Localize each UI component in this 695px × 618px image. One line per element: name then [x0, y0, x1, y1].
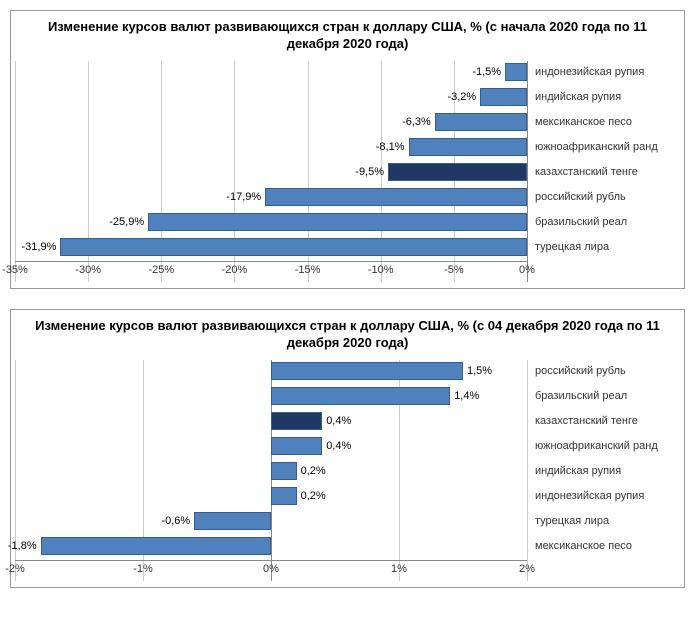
bar-row: 0,2%: [15, 485, 527, 507]
bar: [271, 362, 463, 380]
bar-row: 0,4%: [15, 410, 527, 432]
category-label: российский рубль: [535, 360, 680, 382]
category-label: индийская рупия: [535, 86, 680, 108]
bar: [388, 163, 527, 181]
bar-value-label: -0,6%: [161, 512, 190, 530]
chart-body: 1,5%1,4%0,4%0,4%0,2%0,2%-0,6%-1,8%-2%-1%…: [15, 360, 680, 581]
bar-value-label: 0,2%: [301, 487, 326, 505]
category-label: российский рубль: [535, 186, 680, 208]
bar: [271, 387, 450, 405]
category-label: казахстанский тенге: [535, 161, 680, 183]
x-tick-label: -25%: [148, 264, 174, 276]
bar: [60, 238, 527, 256]
plot-area: -1,5% -3,2% -6,3% -8,1% -9,5% -17,9% -25,9% -31…: [15, 61, 527, 282]
x-tick-label: 0%: [519, 264, 535, 276]
bar-value-label: 1,4%: [454, 387, 479, 405]
category-label: индийская рупия: [535, 460, 680, 482]
bar-row: 0,4%: [15, 435, 527, 457]
bar-row: -17,9%: [15, 186, 527, 208]
bar: [271, 437, 322, 455]
x-tick-label: -15%: [295, 264, 321, 276]
category-label: южноафриканский ранд: [535, 435, 680, 457]
category-label: турецкая лира: [535, 236, 680, 258]
x-tick-label: -2%: [5, 563, 25, 575]
bar: [148, 213, 527, 231]
x-tick-label: 0%: [263, 563, 279, 575]
bar-value-label: 0,4%: [326, 437, 351, 455]
bar: [271, 462, 297, 480]
x-tick-label: -20%: [222, 264, 248, 276]
bar-row: -3,2%: [15, 86, 527, 108]
category-label: бразильский реал: [535, 211, 680, 233]
bar-row: -25,9%: [15, 211, 527, 233]
category-label: казахстанский тенге: [535, 410, 680, 432]
x-tick-label: -10%: [368, 264, 394, 276]
category-label: бразильский реал: [535, 385, 680, 407]
bar-value-label: 1,5%: [467, 362, 492, 380]
bar-value-label: 0,2%: [301, 462, 326, 480]
bar: [480, 88, 527, 106]
category-label: южноафриканский ранд: [535, 136, 680, 158]
x-axis: -2%-1%0%1%2%: [15, 560, 527, 581]
bar-row: 1,5%: [15, 360, 527, 382]
category-label: турецкая лира: [535, 510, 680, 532]
chart-title: Изменение курсов валют развивающихся стр…: [35, 19, 660, 53]
bar-value-label: -3,2%: [447, 88, 476, 106]
chart-title: Изменение курсов валют развивающихся стр…: [35, 318, 660, 352]
plot-area: 1,5%1,4%0,4%0,4%0,2%0,2%-0,6%-1,8%-2%-1%…: [15, 360, 527, 581]
chart-1: Изменение курсов валют развивающихся стр…: [10, 309, 685, 588]
bar: [435, 113, 527, 131]
bar-row: -1,8%: [15, 535, 527, 557]
x-tick-label: 1%: [391, 563, 407, 575]
bar-row: -6,3%: [15, 111, 527, 133]
bar-value-label: -6,3%: [402, 113, 431, 131]
bar-value-label: -1,5%: [472, 63, 501, 81]
bars-layer: -1,5% -3,2% -6,3% -8,1% -9,5% -17,9% -25,9% -31…: [15, 61, 527, 258]
chart-body: -1,5% -3,2% -6,3% -8,1% -9,5% -17,9% -25,9% -31…: [15, 61, 680, 282]
bar-value-label: -25,9%: [109, 213, 144, 231]
category-labels: индонезийская рупия индийская рупия мексик…: [527, 61, 680, 282]
category-label: индонезийская рупия: [535, 61, 680, 83]
bar-value-label: 0,4%: [326, 412, 351, 430]
x-tick-label: -1%: [133, 563, 153, 575]
category-label: индонезийская рупия: [535, 485, 680, 507]
bar: [271, 487, 297, 505]
bar: [409, 138, 527, 156]
bar-row: -8,1%: [15, 136, 527, 158]
bar-value-label: -8,1%: [376, 138, 405, 156]
bar-row: 0,2%: [15, 460, 527, 482]
x-tick-label: -5%: [444, 264, 464, 276]
category-label: мексиканское песо: [535, 535, 680, 557]
bar-row: -1,5%: [15, 61, 527, 83]
x-tick-label: 2%: [519, 563, 535, 575]
bar: [505, 63, 527, 81]
chart-0: Изменение курсов валют развивающихся стр…: [10, 10, 685, 289]
bar-row: -9,5%: [15, 161, 527, 183]
bar-row: 1,4%: [15, 385, 527, 407]
bar-value-label: -9,5%: [355, 163, 384, 181]
bar: [265, 188, 527, 206]
bar-value-label: -1,8%: [8, 537, 37, 555]
bar: [271, 412, 322, 430]
bar: [194, 512, 271, 530]
bar-row: -0,6%: [15, 510, 527, 532]
x-tick-label: -30%: [75, 264, 101, 276]
x-tick-label: -35%: [2, 264, 28, 276]
bar: [41, 537, 271, 555]
bars-layer: 1,5%1,4%0,4%0,4%0,2%0,2%-0,6%-1,8%: [15, 360, 527, 557]
bar-row: -31,9%: [15, 236, 527, 258]
x-axis: -35%-30%-25%-20%-15%-10%-5%0%: [15, 261, 527, 282]
category-labels: российский рубль бразильский реал казахста…: [527, 360, 680, 581]
category-label: мексиканское песо: [535, 111, 680, 133]
bar-value-label: -17,9%: [226, 188, 261, 206]
bar-value-label: -31,9%: [22, 238, 57, 256]
